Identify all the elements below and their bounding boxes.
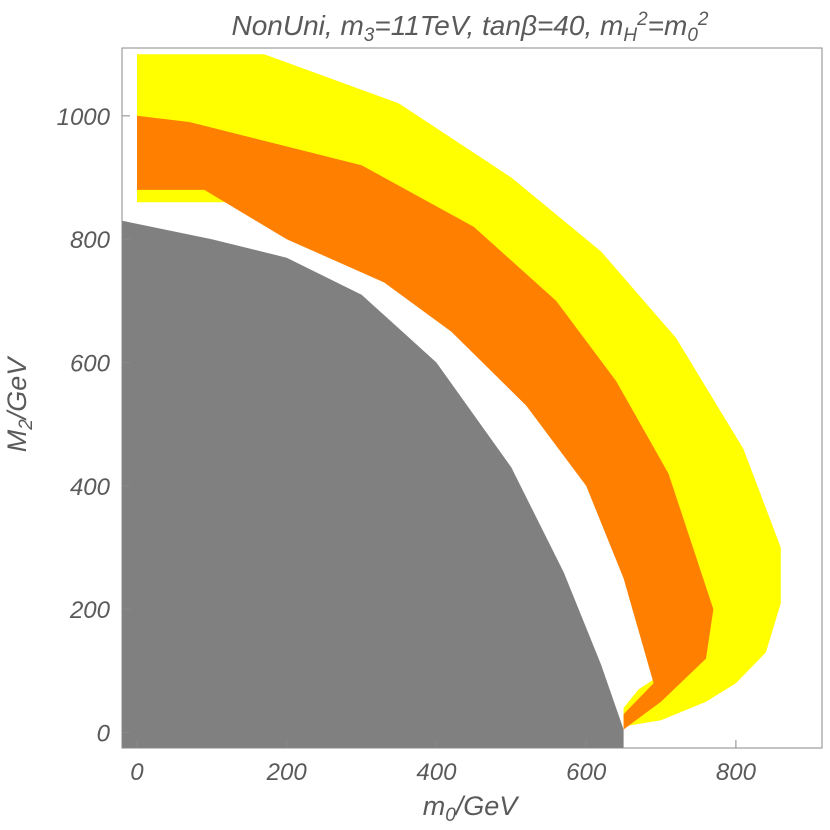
y-tick-label: 600 [70,351,111,378]
x-tick-label: 600 [566,759,607,786]
y-tick-label: 800 [70,227,111,254]
y-tick-label: 0 [97,721,111,748]
region-outer_band [137,54,781,727]
x-tick-label: 800 [716,759,757,786]
y-axis-label: M2/GeV [2,355,37,453]
y-tick-label: 1000 [57,104,111,131]
x-axis: 0 200 400 600 800 [130,740,757,786]
x-tick-label: 200 [266,759,308,786]
y-tick-label: 200 [69,597,111,624]
x-tick-label: 0 [130,759,144,786]
y-tick-label: 400 [70,474,111,501]
chart-title: NonUni, m3=11TeV, tanβ=40, mH2=m02 [232,9,709,46]
region-inner_band [137,115,714,730]
x-axis-label: m0/GeV [423,791,521,826]
plot-frame [121,47,823,749]
y-axis: 0 200 400 600 800 1000 [57,104,130,748]
region-excluded [122,220,624,748]
chart-regions [122,54,781,748]
x-tick-label: 400 [416,759,457,786]
